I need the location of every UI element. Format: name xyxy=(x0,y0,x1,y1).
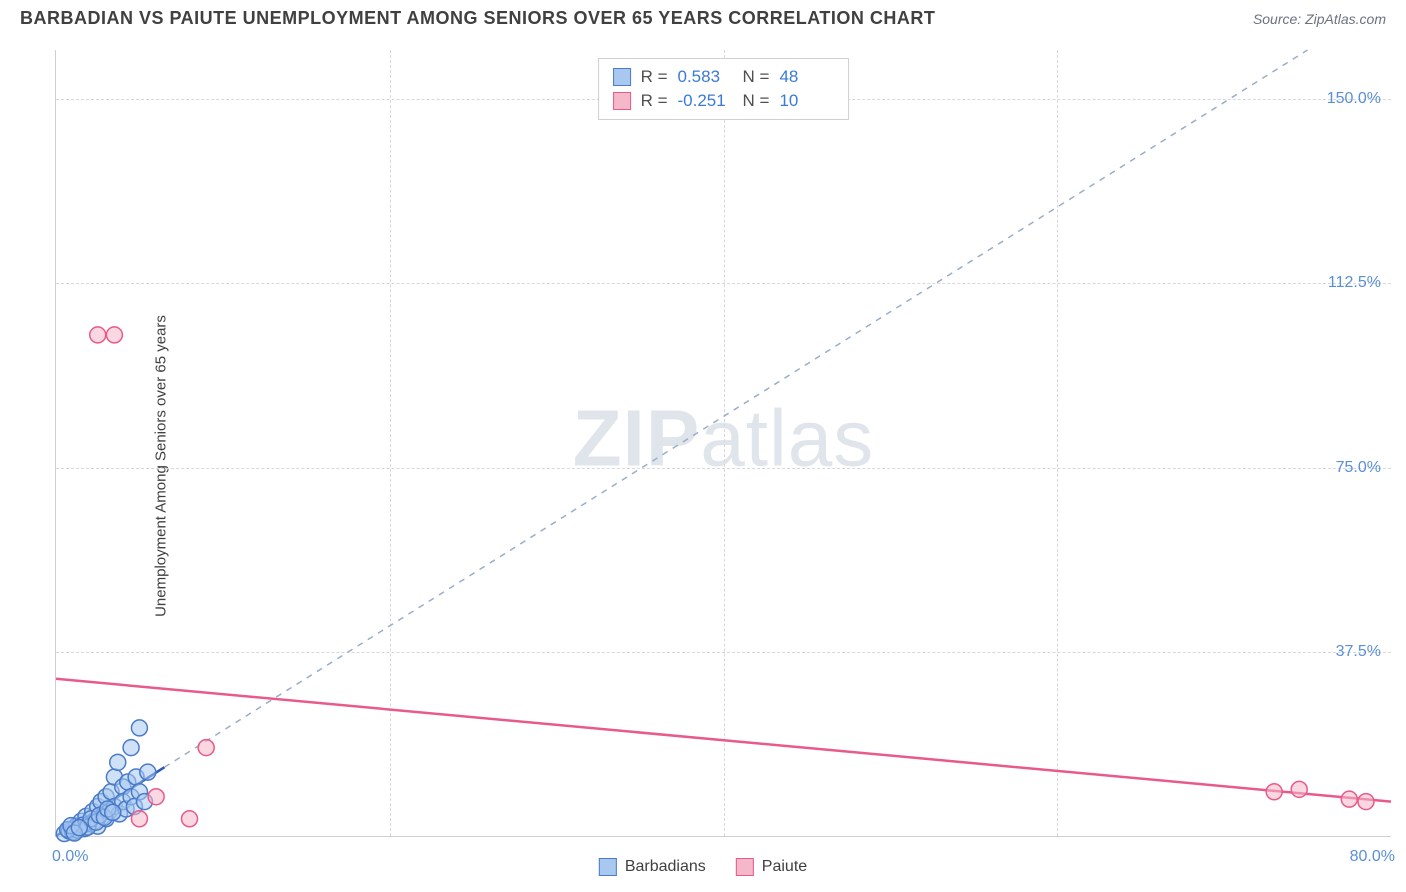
chart-title: BARBADIAN VS PAIUTE UNEMPLOYMENT AMONG S… xyxy=(20,8,935,29)
data-point xyxy=(1358,794,1374,810)
legend-item-barbadians: Barbadians xyxy=(599,858,706,876)
swatch-barbadians xyxy=(613,68,631,86)
legend-swatch-paiute xyxy=(736,858,754,876)
x-tick-80: 80.0% xyxy=(1350,848,1395,866)
data-point xyxy=(123,740,139,756)
chart-source: Source: ZipAtlas.com xyxy=(1253,11,1386,27)
bottom-legend: Barbadians Paiute xyxy=(599,858,807,876)
data-point xyxy=(198,740,214,756)
n-value-barbadians: 48 xyxy=(779,67,834,87)
data-point xyxy=(148,789,164,805)
r-label: R = xyxy=(641,91,668,111)
data-point xyxy=(105,804,121,820)
legend-label-paiute: Paiute xyxy=(762,858,807,876)
chart-header: BARBADIAN VS PAIUTE UNEMPLOYMENT AMONG S… xyxy=(0,0,1406,33)
swatch-paiute xyxy=(613,92,631,110)
r-label: R = xyxy=(641,67,668,87)
chart-container: Unemployment Among Seniors over 65 years… xyxy=(0,40,1406,892)
plot-svg xyxy=(56,50,1391,836)
n-label: N = xyxy=(743,91,770,111)
stat-row-barbadians: R = 0.583 N = 48 xyxy=(613,65,835,89)
legend-item-paiute: Paiute xyxy=(736,858,807,876)
data-point xyxy=(182,811,198,827)
n-value-paiute: 10 xyxy=(779,91,834,111)
data-point xyxy=(140,764,156,780)
r-value-paiute: -0.251 xyxy=(678,91,733,111)
data-point xyxy=(90,327,106,343)
legend-swatch-barbadians xyxy=(599,858,617,876)
stat-row-paiute: R = -0.251 N = 10 xyxy=(613,89,835,113)
r-value-barbadians: 0.583 xyxy=(678,67,733,87)
plot-area: ZIPatlas 37.5%75.0%112.5%150.0% R = 0.58… xyxy=(55,50,1391,837)
legend-label-barbadians: Barbadians xyxy=(625,858,706,876)
data-point xyxy=(1341,791,1357,807)
data-point xyxy=(71,820,87,836)
data-point xyxy=(131,720,147,736)
data-point xyxy=(110,754,126,770)
data-point xyxy=(106,327,122,343)
x-tick-0: 0.0% xyxy=(52,848,88,866)
stat-legend: R = 0.583 N = 48 R = -0.251 N = 10 xyxy=(598,58,850,120)
data-point xyxy=(1266,784,1282,800)
data-point xyxy=(131,811,147,827)
data-point xyxy=(1291,781,1307,797)
n-label: N = xyxy=(743,67,770,87)
